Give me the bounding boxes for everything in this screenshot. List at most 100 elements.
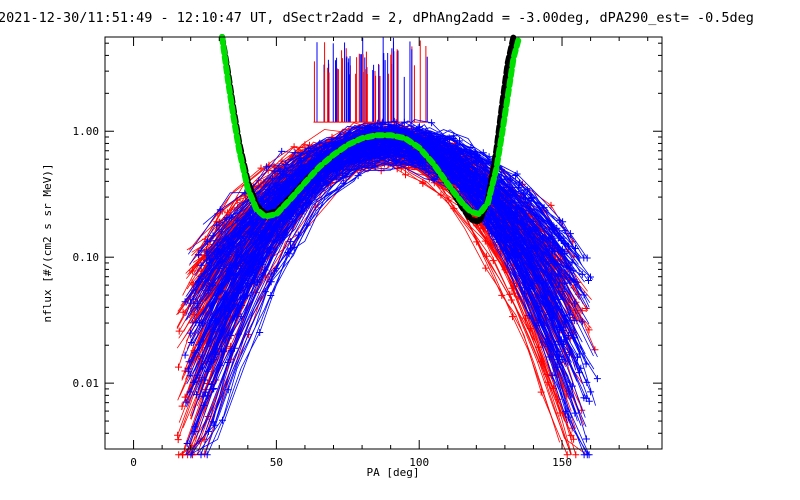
trace-point	[419, 179, 427, 187]
trace-point	[572, 451, 580, 459]
trace-point	[415, 159, 423, 167]
trace-point	[583, 378, 591, 386]
trace-point	[565, 242, 572, 250]
trace-point	[532, 245, 540, 253]
trace-point	[562, 407, 570, 415]
trace-point	[439, 158, 447, 166]
trace-point	[548, 270, 556, 278]
trace-point	[365, 156, 373, 164]
trace-point	[503, 190, 511, 198]
trace-point	[501, 208, 509, 216]
trace-point	[225, 261, 233, 269]
trace-point	[201, 376, 209, 384]
trace-point	[513, 170, 521, 178]
trace-point	[377, 125, 385, 133]
trace-point	[531, 211, 539, 219]
trace-line	[188, 162, 572, 363]
trace-point	[260, 198, 268, 206]
trace-point	[570, 317, 578, 325]
trace-point	[194, 251, 202, 259]
trace-point	[554, 272, 562, 280]
trace-point	[402, 171, 409, 179]
trace-point	[394, 139, 402, 147]
trace-point	[184, 365, 192, 373]
trace-point	[473, 150, 481, 158]
trace-line	[204, 152, 572, 316]
trace-point	[207, 301, 215, 309]
trace-point	[561, 318, 569, 326]
trace-line	[202, 152, 584, 315]
trace-point	[203, 367, 211, 375]
trace-point	[507, 204, 515, 212]
trace-point	[266, 278, 274, 286]
trace-point	[554, 234, 562, 242]
trace-point	[237, 264, 245, 272]
trace-line	[185, 148, 569, 456]
trace-point	[437, 191, 445, 199]
trace-point	[282, 161, 290, 168]
trace-point	[340, 179, 348, 187]
trace-point	[582, 435, 590, 443]
trace-point	[324, 179, 332, 187]
trace-point	[542, 338, 550, 346]
trace-point	[416, 123, 423, 131]
trace-point	[583, 254, 591, 262]
trace-point	[286, 211, 294, 219]
trace-point	[560, 323, 568, 331]
trace-point	[189, 267, 197, 275]
trace-point	[276, 167, 284, 175]
trace-point	[197, 246, 205, 254]
trace-point	[210, 385, 218, 392]
trace-point	[296, 162, 304, 170]
trace-point	[218, 228, 226, 236]
x-tick-label: 150	[552, 456, 572, 469]
trace-point	[186, 372, 194, 380]
trace-point	[181, 351, 189, 359]
trace-point	[297, 154, 305, 162]
trace-point	[278, 147, 286, 155]
trace-point	[192, 319, 200, 327]
trace-point	[462, 183, 470, 191]
trace-point	[477, 190, 485, 198]
trace-point	[577, 364, 585, 372]
trace-line	[206, 145, 569, 261]
x-axis-label: PA [deg]	[367, 466, 420, 479]
trace-point	[290, 243, 298, 251]
trace-point	[445, 196, 453, 204]
trace-line	[213, 139, 565, 354]
trace-point	[223, 292, 231, 300]
trace-point	[210, 421, 218, 429]
trace-point	[450, 132, 458, 140]
trace-point	[249, 262, 257, 270]
trace-point	[185, 358, 193, 366]
trace-point	[334, 142, 342, 150]
trace-point	[354, 172, 362, 180]
trace-point	[578, 270, 586, 278]
trace-point	[500, 217, 508, 225]
trace-point	[561, 249, 569, 257]
trace-point	[193, 391, 200, 399]
trace-point	[223, 272, 231, 280]
trace-point	[482, 264, 490, 272]
trace-point	[286, 238, 294, 246]
trace-point	[496, 189, 503, 197]
trace-point	[316, 177, 324, 185]
trace-point	[320, 173, 328, 181]
trace-point	[290, 143, 298, 151]
trace-point	[223, 209, 231, 217]
trace-point	[563, 451, 571, 459]
x-axis: 0 50 100 150	[130, 37, 649, 469]
trace-point	[267, 270, 275, 278]
trace-point	[183, 440, 191, 447]
trace-point	[197, 261, 205, 269]
trace-point	[285, 250, 293, 258]
trace-point	[550, 241, 558, 249]
trace-point	[254, 278, 261, 286]
trace-point	[465, 169, 473, 177]
trace-line	[217, 136, 591, 303]
trace-point	[559, 218, 567, 226]
trace-point	[294, 204, 302, 212]
trace-point	[199, 392, 207, 400]
trace-point	[304, 144, 312, 152]
trace-point	[345, 166, 353, 173]
